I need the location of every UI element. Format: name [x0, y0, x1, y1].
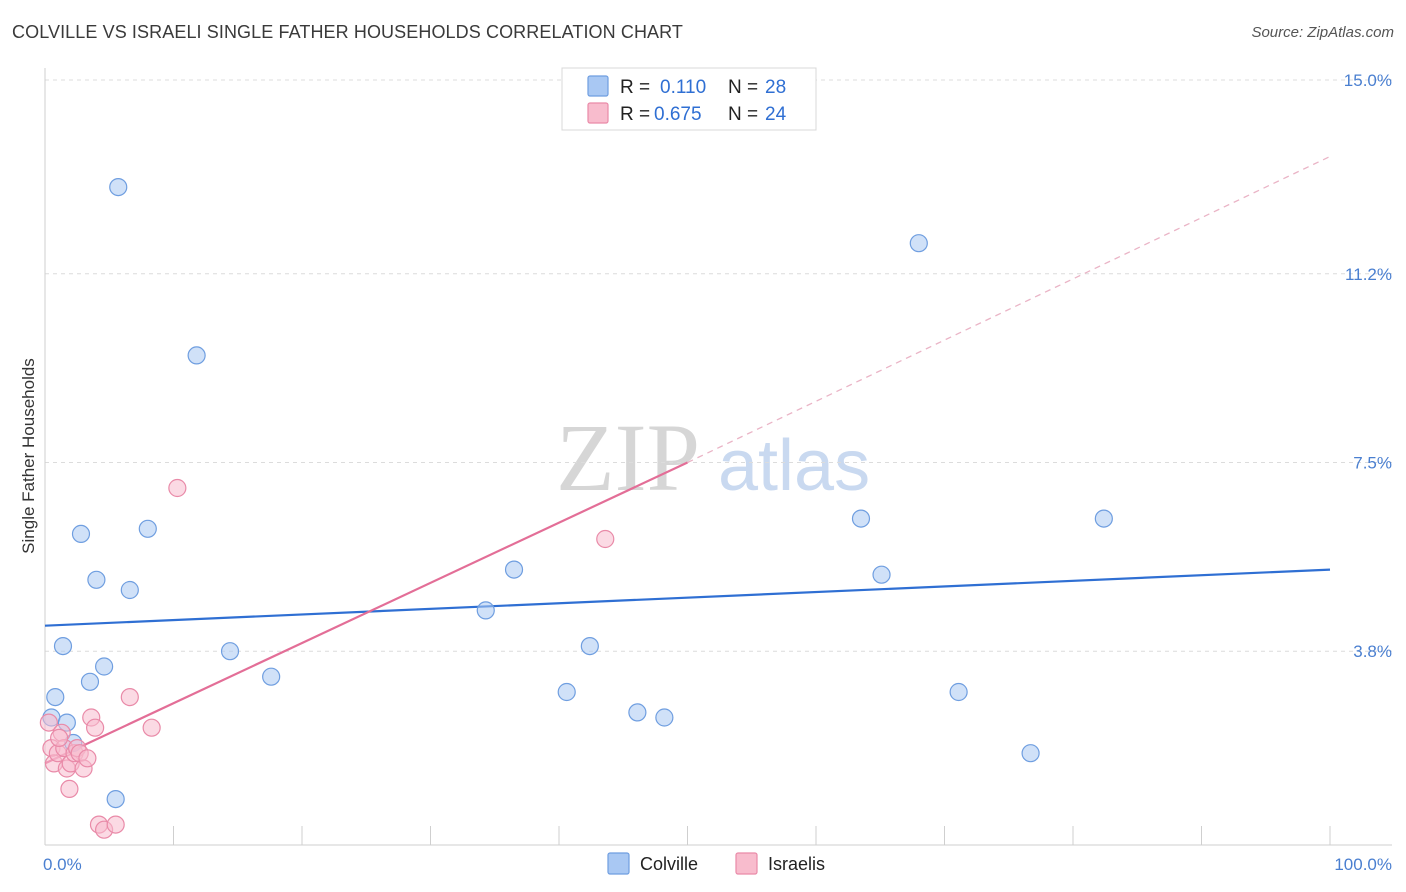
bottom-legend-swatch-colville	[607, 852, 630, 875]
trend-line-israelis	[44, 461, 688, 765]
source-label: Source: ZipAtlas.com	[1251, 24, 1394, 41]
legend-n-value-israelis: 24	[765, 104, 787, 125]
legend-swatch-israelis	[587, 102, 609, 124]
point-colville-24	[909, 234, 928, 253]
y-axis-label: Single Father Households	[19, 358, 38, 554]
tick-labels: 3.8% 7.5% 11.2% 15.0% 0.0% 100.0%	[43, 71, 1392, 874]
point-israelis-23	[50, 728, 69, 748]
point-colville-23	[872, 565, 891, 584]
bottom-legend-label-colville: Colville	[640, 854, 698, 874]
point-colville-20	[628, 703, 647, 722]
point-israelis-0	[39, 713, 58, 732]
point-israelis-18	[106, 815, 125, 834]
legend-n-value-colville: 28	[765, 77, 786, 98]
x-tick-label-0: 0.0%	[43, 855, 82, 874]
legend-r-value-israelis: 0.675	[654, 104, 702, 125]
point-israelis-21	[168, 478, 187, 498]
trend-lines	[44, 155, 1331, 765]
point-israelis-22	[596, 529, 615, 549]
point-colville-27	[1094, 509, 1113, 528]
point-colville-3	[46, 687, 65, 707]
point-colville-22	[851, 509, 871, 528]
point-colville-21	[655, 708, 674, 727]
point-israelis-14	[86, 718, 105, 737]
point-colville-9	[95, 657, 114, 676]
legend-r-value-colville: 0.110	[660, 77, 706, 98]
point-colville-12	[120, 580, 139, 600]
bottom-legend-swatch-israelis	[735, 852, 758, 875]
point-colville-1	[187, 346, 206, 365]
point-colville-13	[138, 519, 157, 538]
y-tick-label-2: 11.2%	[1345, 265, 1392, 284]
point-israelis-20	[142, 718, 161, 737]
point-colville-4	[53, 636, 73, 656]
point-colville-0	[109, 178, 128, 197]
x-tick-label-1: 100.0%	[1334, 855, 1392, 874]
point-colville-15	[262, 667, 281, 686]
data-points	[39, 178, 1113, 839]
point-colville-17	[504, 560, 524, 579]
point-colville-26	[1021, 744, 1040, 763]
watermark-zip: ZIP	[556, 404, 700, 511]
point-colville-11	[106, 789, 125, 809]
stats-legend: R = 0.110 N = 28 R = 0.675 N = 24	[561, 67, 817, 131]
bottom-legend-label-israelis: Israelis	[768, 854, 825, 874]
legend-r-label-israelis: R =	[620, 104, 650, 125]
chart-title: COLVILLE VS ISRAELI SINGLE FATHER HOUSEH…	[12, 22, 684, 42]
point-colville-6	[71, 524, 91, 544]
point-israelis-19	[120, 687, 139, 707]
legend-n-label-colville: N =	[728, 77, 758, 98]
point-israelis-12	[78, 749, 97, 768]
legend-swatch-colville	[587, 75, 609, 97]
point-colville-16	[476, 601, 495, 620]
point-colville-25	[949, 682, 968, 702]
watermark-atlas: atlas	[718, 426, 870, 506]
y-tick-label-1: 7.5%	[1353, 454, 1392, 473]
y-tick-label-3: 15.0%	[1344, 71, 1392, 90]
trend-extension-israelis	[687, 155, 1331, 464]
legend-r-label-colville: R =	[620, 77, 650, 98]
point-colville-19	[580, 636, 599, 656]
point-colville-18	[557, 682, 576, 702]
point-colville-8	[87, 570, 106, 589]
point-colville-7	[80, 672, 100, 691]
trend-line-colville	[44, 568, 1331, 627]
axes	[44, 68, 1392, 846]
point-israelis-15	[60, 779, 79, 799]
legend-n-label-israelis: N =	[728, 104, 758, 125]
gridlines	[45, 79, 1392, 652]
series-legend: Colville Israelis	[607, 852, 825, 875]
y-tick-label-0: 3.8%	[1353, 642, 1392, 661]
point-colville-14	[220, 642, 240, 661]
